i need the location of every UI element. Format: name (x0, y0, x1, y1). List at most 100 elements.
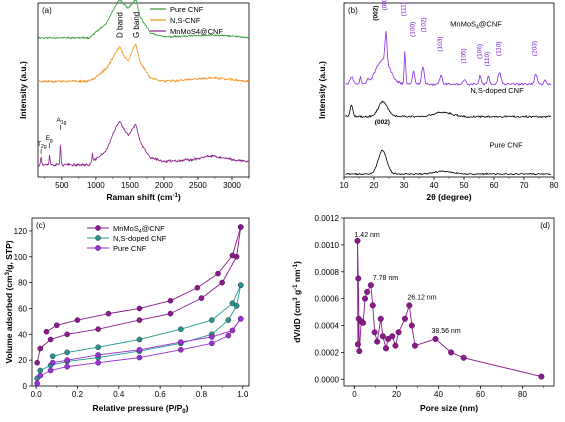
isotherm-point (167, 310, 174, 317)
band-label: G band (132, 12, 141, 38)
text-span: ) (292, 261, 302, 264)
pore-point (369, 302, 376, 309)
isotherm-point (136, 317, 143, 323)
x-axis-label: Raman shift (cm-1) (106, 192, 180, 202)
text-span: A (56, 117, 61, 124)
y-tick-label: 0.0012 (315, 214, 340, 223)
pore-annotation: 7.78 nm (373, 275, 398, 282)
text-span: -1 (293, 263, 299, 269)
text-span: 0 (182, 409, 186, 415)
text-span: 2g (41, 144, 47, 150)
x-tick-label: 60 (476, 390, 485, 399)
xrd-line-2 (345, 149, 552, 176)
legend-marker (95, 245, 101, 251)
text-span: -1 (293, 284, 299, 290)
y-tick-label: 100 (14, 253, 28, 262)
band-label: D band (116, 12, 125, 38)
legend-marker (95, 225, 101, 231)
peak-label: (106) (476, 44, 483, 59)
text-span: E (46, 135, 51, 142)
pore-point (374, 338, 381, 345)
peak-label: (111) (401, 2, 408, 16)
pore-point (354, 237, 361, 244)
legend-label: MnMoS4@CNF (170, 27, 223, 36)
isotherm-point (208, 340, 215, 347)
isotherm-point (95, 352, 101, 358)
legend-label: Pure CNF (113, 244, 147, 253)
y-axis-label: Intensity (a.u.) (18, 61, 28, 119)
text-span: MnMoS (113, 224, 139, 233)
y-tick-label: 80 (18, 279, 27, 288)
text-span: 1g (61, 120, 67, 126)
y-tick-label: 60 (18, 304, 27, 313)
text-span: 3 (5, 271, 11, 275)
isotherm-point (208, 334, 215, 340)
pore-point (360, 319, 367, 326)
isotherm-point (237, 224, 244, 230)
x-tick-label: 0.6 (155, 390, 167, 399)
isotherm-point (43, 328, 50, 335)
mode-label: A1g (56, 117, 66, 126)
peak-label: (102) (421, 17, 428, 32)
isotherm-desorption-1 (52, 285, 242, 357)
text-span: N,S-doped CNF (470, 86, 524, 95)
text-span: 4 (476, 25, 479, 31)
pore-point (538, 373, 545, 380)
text-span: 4 (139, 229, 142, 235)
pore-point (385, 335, 392, 342)
text-span: @CNF (479, 20, 502, 29)
text-span: g (50, 138, 53, 144)
text-span: Pure CNF (113, 244, 147, 253)
isotherm-point (34, 359, 40, 366)
isotherm-point (229, 300, 236, 307)
x-tick-label: 20 (392, 390, 401, 399)
isotherm-point (95, 344, 101, 351)
isotherm-point (237, 282, 244, 289)
isotherm-point (237, 315, 244, 322)
x-tick-label: 2000 (155, 181, 173, 190)
panel-label: (b) (348, 6, 358, 15)
y-axis-label: dV/dD (cm3 g-1 nm-1) (292, 261, 302, 343)
text-span: Relative pressure (P/P (93, 403, 183, 413)
isotherm-point (37, 367, 44, 374)
isotherm-point (37, 345, 44, 352)
pore-point (408, 322, 415, 329)
isotherm-adsorption-2 (36, 318, 242, 384)
isotherm-point (225, 317, 232, 323)
text-span: N,S-doped CNF (113, 234, 167, 243)
text-span: 3 (293, 297, 299, 301)
y-tick-label: 0.0004 (315, 322, 340, 331)
panel-label: (c) (36, 221, 46, 230)
peak-label: (105) (461, 48, 468, 63)
x-tick-label: 40 (430, 181, 439, 190)
legend-label: N,S-doped CNF (113, 234, 167, 243)
y-tick-label: 40 (18, 330, 27, 339)
pore-annotation: 26.12 nm (407, 294, 436, 301)
y-tick-label: 0.0006 (315, 295, 340, 304)
pore-point (460, 354, 467, 361)
pore-panel-frame (343, 217, 555, 387)
text-span: ) (186, 403, 189, 413)
isotherm-point (64, 363, 70, 370)
isotherm-point (49, 359, 56, 366)
isotherm-point (136, 347, 143, 353)
x-tick-label: 500 (55, 181, 69, 190)
y-tick-label: 0.0000 (315, 375, 340, 384)
text-span: ) (178, 192, 181, 202)
x-tick-label: 0.2 (72, 390, 84, 399)
x-tick-label: 80 (518, 390, 527, 399)
x-tick-label: 1500 (121, 181, 139, 190)
isotherm-point (95, 326, 101, 332)
x-tick-label: 0.0 (31, 390, 43, 399)
isotherm-point (74, 317, 81, 323)
pore-point (448, 349, 455, 356)
peak-label: (103) (437, 36, 444, 51)
text-span: g (292, 290, 302, 298)
y-tick-label: 0.0010 (315, 241, 340, 250)
isotherm-point (105, 310, 112, 317)
raman-line-2 (37, 120, 249, 167)
isotherm-point (136, 354, 143, 361)
text-span: Volume adsorbed (cm (4, 275, 14, 364)
x-tick-label: 40 (434, 390, 443, 399)
peak-label: (002) (373, 6, 380, 21)
